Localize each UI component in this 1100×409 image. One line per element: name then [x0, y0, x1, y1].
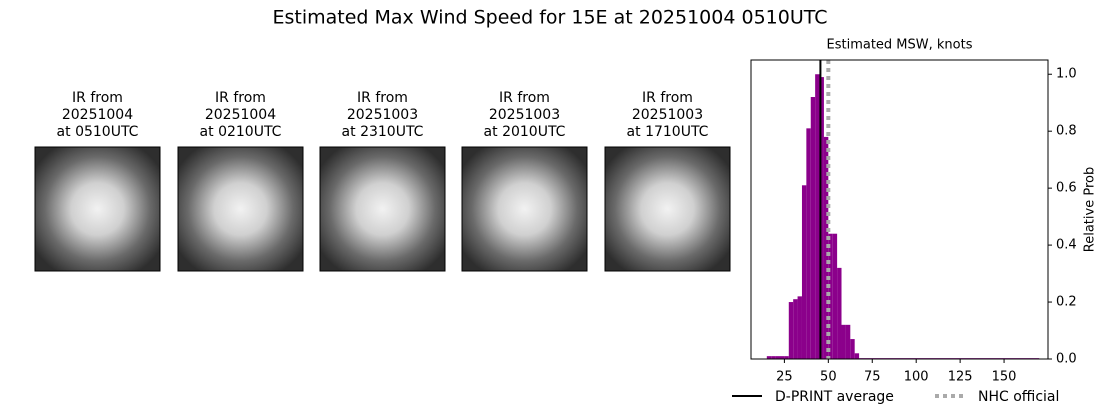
x-tick-label: 25	[776, 370, 793, 385]
ir-image	[34, 146, 161, 272]
x-tick-label: 125	[948, 370, 973, 385]
bar	[779, 356, 785, 359]
bar	[832, 233, 838, 359]
bar	[819, 77, 824, 359]
panel-title: at 2310UTC	[342, 124, 424, 140]
panel-title: 20251003	[489, 107, 560, 123]
y-tick-label: 0.4	[1056, 238, 1077, 253]
panel-title: IR from	[499, 90, 550, 106]
bar	[854, 353, 860, 359]
bar	[784, 356, 789, 359]
panel-title: IR from	[357, 90, 408, 106]
ir-image	[177, 146, 304, 272]
bar	[775, 356, 780, 359]
plot-frame	[750, 59, 1049, 360]
legend-label: NHC official	[978, 389, 1059, 405]
bar	[793, 299, 798, 359]
panel-title: 20251003	[632, 107, 703, 123]
x-tick-label: 75	[864, 370, 881, 385]
panel-title: at 1710UTC	[627, 124, 709, 140]
y-axis-label: Relative Prob	[1083, 167, 1098, 252]
panel-title: 20251004	[205, 107, 276, 123]
bar	[823, 136, 829, 359]
ir-image	[319, 146, 446, 272]
panel-title: IR from	[72, 90, 123, 106]
bar	[850, 339, 855, 359]
y-tick-label: 0.8	[1056, 124, 1077, 139]
x-tick-label: 100	[904, 370, 929, 385]
bar	[837, 267, 842, 359]
y-tick-label: 0.2	[1056, 295, 1077, 310]
panel-title: 20251004	[62, 107, 133, 123]
panel-title: IR from	[215, 90, 266, 106]
bar	[771, 356, 776, 359]
x-tick-label: 150	[992, 370, 1017, 385]
bar	[828, 233, 833, 359]
bar	[797, 296, 802, 359]
bar	[806, 128, 811, 359]
y-tick-label: 0.6	[1056, 181, 1077, 196]
bar	[815, 74, 820, 359]
bar	[845, 324, 851, 359]
x-tick-label: 50	[820, 370, 837, 385]
bar	[801, 185, 807, 359]
legend-label: D-PRINT average	[775, 389, 894, 405]
chart-title: Estimated MSW, knots	[827, 38, 973, 53]
bar	[766, 356, 772, 359]
y-tick-label: 0.0	[1056, 352, 1077, 367]
ir-image	[461, 146, 588, 272]
figure-title: Estimated Max Wind Speed for 15E at 2025…	[272, 7, 827, 29]
panel-title: IR from	[642, 90, 693, 106]
panel-title: at 2010UTC	[484, 124, 566, 140]
panel-title: 20251003	[347, 107, 418, 123]
bar	[810, 97, 816, 360]
ir-image	[604, 146, 731, 272]
bar	[788, 302, 794, 359]
panel-title: at 0210UTC	[200, 124, 282, 140]
bar	[841, 324, 846, 359]
y-tick-label: 1.0	[1056, 67, 1077, 82]
panel-title: at 0510UTC	[57, 124, 139, 140]
